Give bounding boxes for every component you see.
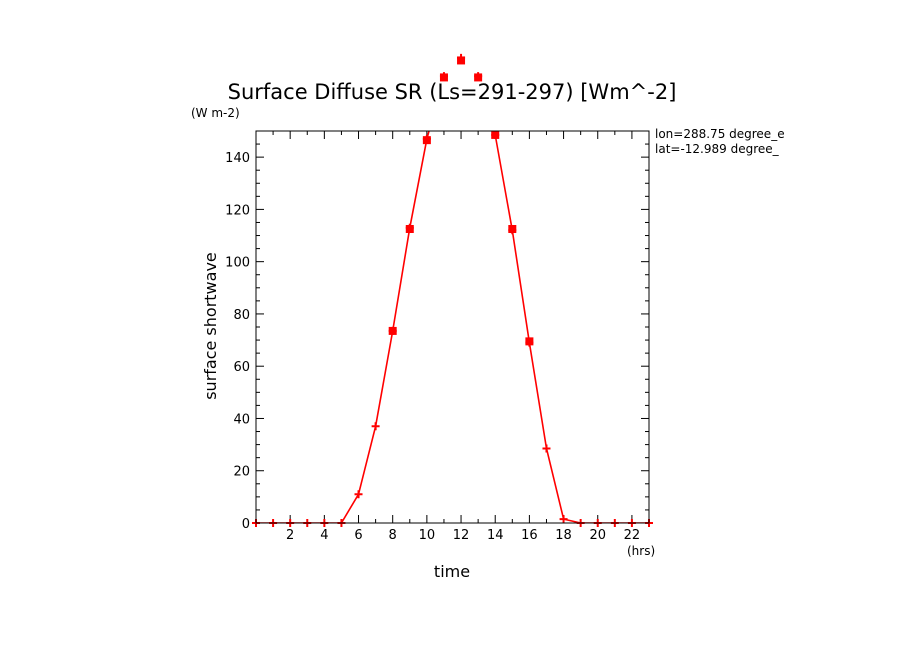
data-point-square — [422, 136, 431, 145]
x-tick-label: 10 — [419, 528, 436, 543]
y-tick-label: 0 — [242, 517, 250, 532]
data-point-plus — [542, 444, 551, 453]
y-units-label: (W m-2) — [191, 106, 240, 120]
y-tick-label: 80 — [233, 308, 250, 323]
lon-annotation: lon=288.75 degree_e — [655, 127, 785, 141]
x-tick-label: 22 — [624, 528, 641, 543]
data-point-square — [491, 130, 500, 139]
x-tick-label: 2 — [286, 528, 294, 543]
x-tick-label: 20 — [589, 528, 606, 543]
x-tick-label: 16 — [521, 528, 538, 543]
y-tick-label: 20 — [233, 465, 250, 480]
x-tick-label: 8 — [389, 528, 397, 543]
lat-annotation: lat=-12.989 degree_ — [655, 142, 780, 156]
x-tick-label: 6 — [354, 528, 362, 543]
data-point-square — [525, 337, 534, 346]
y-tick-label: 100 — [225, 256, 250, 271]
y-tick-label: 60 — [233, 360, 250, 375]
y-tick-label: 40 — [233, 412, 250, 427]
data-point-plus — [354, 490, 363, 499]
data-point-square — [405, 225, 414, 233]
chart-title: Surface Diffuse SR (Ls=291-297) [Wm^-2] — [228, 80, 677, 104]
x-tick-label: 14 — [487, 528, 504, 543]
y-tick-label: 140 — [225, 151, 250, 166]
series-line — [256, 131, 649, 523]
x-axis-label: time — [434, 562, 470, 581]
data-point-plus — [559, 515, 568, 524]
plot-frame — [255, 130, 650, 524]
x-tick-label: 12 — [453, 528, 470, 543]
y-axis-label: surface shortwave — [201, 252, 220, 400]
data-series — [252, 53, 653, 527]
x-tick-label: 18 — [555, 528, 572, 543]
x-units-label: (hrs) — [627, 544, 655, 558]
data-point-square — [388, 326, 397, 335]
data-point-square — [474, 73, 483, 82]
data-point-plus — [371, 422, 380, 431]
axis-ticks: 2 4 6 8 10 12 14 16 18 20 22 0 20 40 60 80 100 120 140 — [225, 131, 649, 543]
y-tick-label: 120 — [225, 203, 250, 218]
data-point-square — [439, 73, 448, 82]
x-tick-label: 4 — [320, 528, 328, 543]
data-point-square — [508, 225, 517, 233]
data-point-square — [457, 56, 466, 65]
